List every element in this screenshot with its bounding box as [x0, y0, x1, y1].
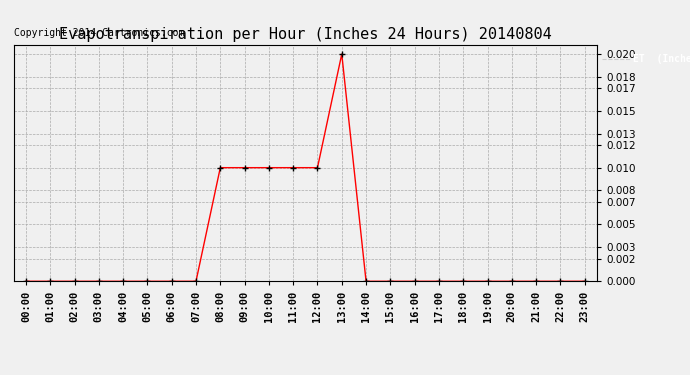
Text: ET  (Inches): ET (Inches)	[633, 54, 690, 64]
Title: Evapotranspiration per Hour (Inches 24 Hours) 20140804: Evapotranspiration per Hour (Inches 24 H…	[59, 27, 552, 42]
Text: Copyright 2014 Cartronics.com: Copyright 2014 Cartronics.com	[14, 28, 184, 38]
